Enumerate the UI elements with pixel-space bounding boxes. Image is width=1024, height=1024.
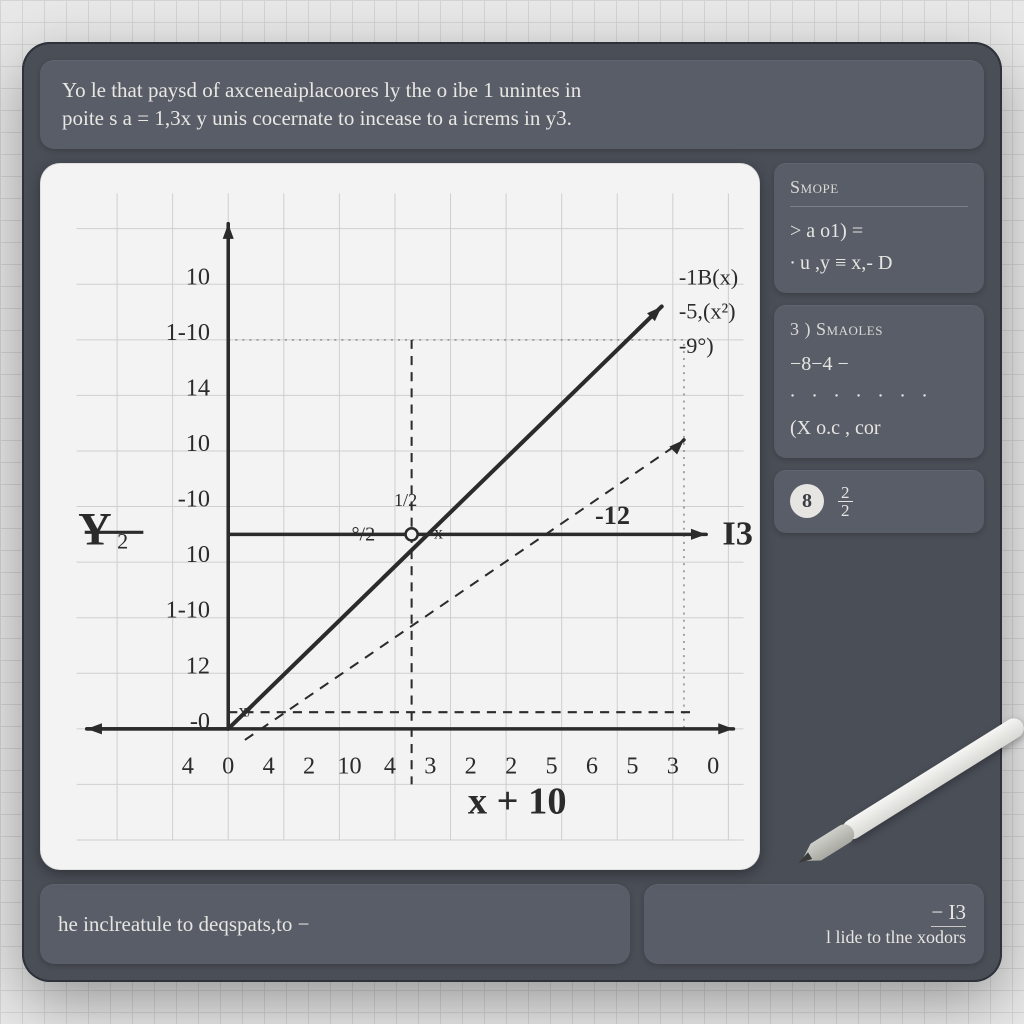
svg-text:I3: I3 xyxy=(722,514,753,552)
slope-row-1: ∙ u ,y ≡ x,- D xyxy=(790,247,968,279)
svg-text:3: 3 xyxy=(424,752,436,779)
svg-text:Y: Y xyxy=(78,504,112,555)
examples-panel: 3 ) Smaoles −8−4 − ∙ ∙ ∙ ∙ ∙ ∙ ∙ (X o.c … xyxy=(774,305,984,458)
svg-text:-12: -12 xyxy=(595,501,630,530)
svg-text:0: 0 xyxy=(707,752,719,779)
svg-text:0: 0 xyxy=(222,752,234,779)
svg-text:x + 10: x + 10 xyxy=(468,780,567,822)
question-bar: Yo le that paysd of axceneaiplacoores ly… xyxy=(40,60,984,149)
svg-text:-5,(x²): -5,(x²) xyxy=(679,298,736,323)
svg-text:5: 5 xyxy=(546,752,558,779)
bottom-right-bottom: l lide to tlne xodors xyxy=(826,927,966,948)
svg-text:1/2: 1/2 xyxy=(394,490,417,510)
bottom-left-text: he inclreatule to deqspats,to − xyxy=(58,912,310,937)
slope-row-0: > a o1) = xyxy=(790,215,968,247)
extra-panel: 8 2 2 xyxy=(774,470,984,533)
svg-text:4: 4 xyxy=(263,752,275,779)
svg-text:6: 6 xyxy=(586,752,598,779)
svg-text:1-10: 1-10 xyxy=(166,319,210,346)
graph-svg: 101-101410-10101-1012-0Y2404210432256530… xyxy=(40,163,760,870)
bottom-right-top: − I3 xyxy=(931,900,966,927)
main-row: 101-101410-10101-1012-0Y2404210432256530… xyxy=(40,163,984,870)
graph-card[interactable]: 101-101410-10101-1012-0Y2404210432256530… xyxy=(40,163,760,870)
question-line-1: Yo le that paysd of axceneaiplacoores ly… xyxy=(62,76,962,104)
svg-text:5: 5 xyxy=(626,752,638,779)
question-line-2: poite s a = 1,3x y unis cocernate to inc… xyxy=(62,104,962,132)
fraction-2-2: 2 2 xyxy=(838,484,853,519)
svg-text:2: 2 xyxy=(303,752,315,779)
svg-text:-10: -10 xyxy=(178,485,210,512)
slope-panel: Smope > a o1) = ∙ u ,y ≡ x,- D xyxy=(774,163,984,293)
svg-text:12: 12 xyxy=(186,652,210,679)
svg-text:10: 10 xyxy=(186,263,210,290)
svg-text:2: 2 xyxy=(465,752,477,779)
svg-text:x: x xyxy=(434,522,443,542)
svg-text:4: 4 xyxy=(182,752,194,779)
svg-text:4: 4 xyxy=(384,752,396,779)
svg-text:x/: x/ xyxy=(238,700,253,720)
examples-row-0: −8−4 − xyxy=(790,348,968,380)
svg-text:3: 3 xyxy=(667,752,679,779)
svg-text:1-10: 1-10 xyxy=(166,596,210,623)
svg-text:-0: -0 xyxy=(190,708,210,735)
svg-text:-1B(x): -1B(x) xyxy=(679,264,738,289)
bottom-left-card: he inclreatule to deqspats,to − xyxy=(40,884,630,964)
svg-text:°/2: °/2 xyxy=(351,523,375,545)
svg-text:2: 2 xyxy=(505,752,517,779)
svg-text:10: 10 xyxy=(186,430,210,457)
examples-row-1: ∙ ∙ ∙ ∙ ∙ ∙ ∙ xyxy=(790,380,968,412)
bottom-right-card: − I3 l lide to tlne xodors xyxy=(644,884,984,964)
bottom-row: he inclreatule to deqspats,to − − I3 l l… xyxy=(40,884,984,964)
svg-text:10: 10 xyxy=(337,752,361,779)
badge-8[interactable]: 8 xyxy=(790,484,824,518)
examples-title: 3 ) Smaoles xyxy=(790,319,968,340)
slope-title: Smope xyxy=(790,177,968,198)
side-column: Smope > a o1) = ∙ u ,y ≡ x,- D 3 ) Smaol… xyxy=(774,163,984,870)
svg-text:14: 14 xyxy=(186,374,210,401)
svg-text:10: 10 xyxy=(186,541,210,568)
examples-row-2: (X o.c , cor xyxy=(790,412,968,444)
svg-text:-9°): -9°) xyxy=(679,333,714,358)
tablet-frame: Yo le that paysd of axceneaiplacoores ly… xyxy=(22,42,1002,982)
